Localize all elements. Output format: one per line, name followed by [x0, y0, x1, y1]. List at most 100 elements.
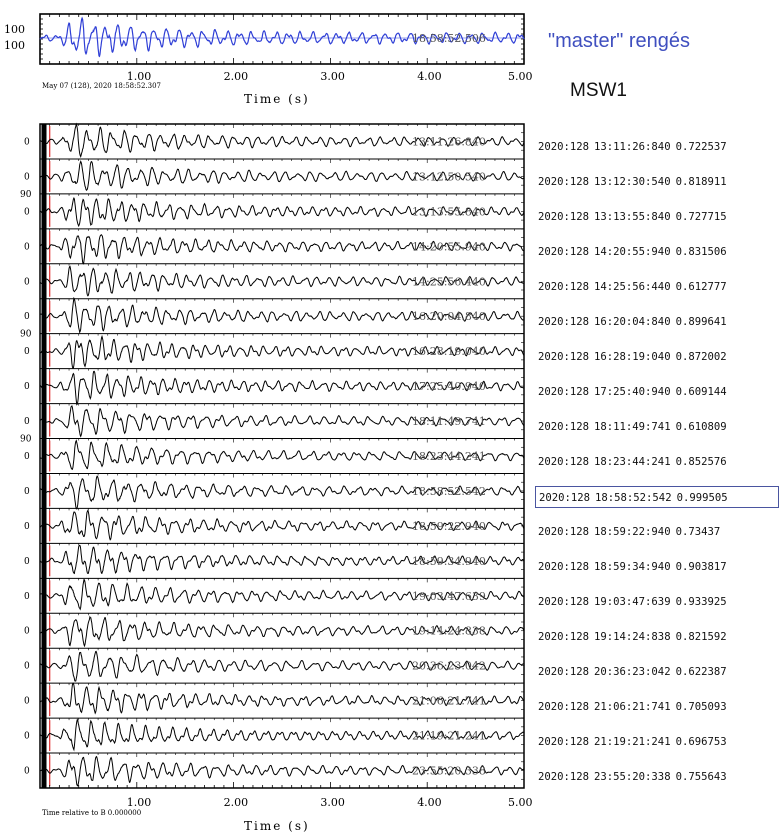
trace-waveform: [39, 578, 525, 611]
trace-waveform: [39, 160, 525, 191]
row-date: 2020:128: [538, 281, 590, 293]
trace-waveform: [39, 234, 525, 265]
trace-time-label: 14:25:56.440: [412, 275, 486, 288]
correlation-row[interactable]: 2020:128 17:25:40:940 0.609144: [535, 381, 779, 403]
row-time: 16:20:04:840: [594, 316, 671, 328]
correlation-row[interactable]: 2020:128 18:23:44:241 0.852576: [535, 451, 779, 473]
row-correlation: 0.821592: [675, 631, 727, 643]
row-date: 2020:128: [538, 246, 590, 258]
correlation-row[interactable]: 2020:128 21:19:21:241 0.696753: [535, 731, 779, 753]
correlation-row[interactable]: 2020:128 14:20:55:940 0.831506: [535, 241, 779, 263]
trace-y-label: 0: [24, 137, 30, 147]
trace-row: 18:23:44.241 0 90: [20, 435, 525, 474]
master-trace-time: 18:58:52.506: [412, 32, 486, 45]
correlation-row[interactable]: 2020:128 19:03:47:639 0.933925: [535, 591, 779, 613]
row-time: 19:03:47:639: [594, 596, 671, 608]
row-date: 2020:128: [538, 736, 590, 748]
trace-waveform: [39, 265, 525, 297]
trace-y-label: 0: [24, 522, 30, 532]
row-time: 14:25:56:440: [594, 281, 671, 293]
correlation-row[interactable]: 2020:128 19:14:24:838 0.821592: [535, 626, 779, 648]
trace-y-label: 0: [24, 347, 30, 357]
trace-time-label: 19:14:24.838: [412, 625, 486, 638]
trace-waveform: [39, 334, 525, 369]
trace-time-label: 21:06:21.741: [412, 695, 486, 708]
traces-x-tick-label: 2.00: [224, 796, 249, 809]
trace-time-label: 18:59:34.940: [412, 555, 486, 568]
trace-waveform: [39, 755, 525, 787]
correlation-row[interactable]: 2020:128 21:06:21:741 0.705093: [535, 696, 779, 718]
row-date: 2020:128: [538, 771, 590, 783]
row-correlation: 0.818911: [675, 176, 727, 188]
correlation-row[interactable]: 2020:128 13:11:26:840 0.722537: [535, 136, 779, 158]
row-correlation: 0.852576: [675, 456, 727, 468]
row-correlation: 0.831506: [675, 246, 727, 258]
trace-row: 21:19:21.241 0: [24, 717, 525, 754]
trace-waveform: [39, 650, 525, 682]
trace-waveform: [39, 615, 525, 648]
correlation-row[interactable]: 2020:128 18:59:34:940 0.903817: [535, 556, 779, 578]
row-time: 21:06:21:741: [594, 701, 671, 713]
trace-y-label: 0: [24, 697, 30, 707]
row-time: 17:25:40:940: [594, 386, 671, 398]
trace-waveform: [39, 682, 525, 715]
row-correlation: 0.903817: [675, 561, 727, 573]
master-trace-panel: 18:58:52.506 100 100 1.00 2.00 3.00 4.00 5.0…: [4, 13, 533, 106]
trace-waveform: [40, 718, 525, 752]
trace-time-label: 13:13:55.840: [412, 205, 486, 218]
row-date: 2020:128: [538, 456, 590, 468]
trace-waveform: [39, 404, 525, 438]
trace-time-label: 19:03:47.639: [412, 590, 486, 603]
trace-y-label: 0: [24, 417, 30, 427]
correlation-row[interactable]: 2020:128 18:58:52:542 0.999505: [535, 486, 779, 508]
trace-time-label: 14:20:55.940: [412, 240, 486, 253]
traces-x-tick-label: 3.00: [320, 796, 345, 809]
row-date: 2020:128: [538, 666, 590, 678]
row-time: 13:13:55:840: [594, 211, 671, 223]
trace-y-label: 0: [24, 207, 30, 217]
row-time: 13:11:26:840: [594, 141, 671, 153]
master-event-label: "master" rengés: [548, 30, 691, 52]
trace-y-label: 0: [24, 312, 30, 322]
row-date: 2020:128: [538, 561, 590, 573]
traces-x-tick-label: 5.00: [508, 796, 533, 809]
correlation-row[interactable]: 2020:128 16:20:04:840 0.899641: [535, 311, 779, 333]
traces-x-tick-label: 4.00: [417, 796, 442, 809]
trace-waveform: [39, 370, 525, 406]
row-correlation: 0.872002: [675, 351, 727, 363]
row-correlation: 0.705093: [675, 701, 727, 713]
correlation-row[interactable]: 2020:128 14:25:56:440 0.612777: [535, 276, 779, 298]
trace-row: 18:59:22.940 0: [24, 507, 525, 544]
trace-waveform: [39, 197, 525, 228]
trace-row: 21:06:21.741 0: [24, 682, 525, 719]
correlation-row[interactable]: 2020:128 18:11:49:741 0.610809: [535, 416, 779, 438]
row-date: 2020:128: [538, 386, 590, 398]
trace-time-label: 21:19:21.241: [412, 730, 486, 743]
trace-row: 13:12:50.540 0: [24, 158, 525, 195]
correlation-row[interactable]: 2020:128 20:36:23:042 0.622387: [535, 661, 779, 683]
trace-y-label: 0: [24, 767, 30, 777]
correlation-row[interactable]: 2020:128 18:59:22:940 0.73437: [535, 521, 779, 543]
trace-row: 19:03:47.639 0: [24, 577, 525, 614]
trace-row: 14:25:56.440 0: [24, 263, 525, 300]
row-time: 19:14:24:838: [594, 631, 671, 643]
trace-y-label: 0: [24, 592, 30, 602]
trace-y-label: 0: [24, 277, 30, 287]
correlation-row[interactable]: 2020:128 16:28:19:040 0.872002: [535, 346, 779, 368]
master-x-tick-label: 4.00: [417, 70, 442, 83]
traces-x-axis-title: Time (s): [244, 819, 310, 833]
correlation-row[interactable]: 2020:128 13:12:30:540 0.818911: [535, 171, 779, 193]
event-traces-panel: 13:11:26.840 0 13:12:50.540 0 13:13:55.840 0 9…: [20, 122, 533, 833]
row-date: 2020:128: [538, 351, 590, 363]
correlation-row[interactable]: 2020:128 23:55:20:338 0.755643: [535, 766, 779, 788]
row-time: 18:59:22:940: [594, 526, 671, 538]
row-correlation: 0.612777: [675, 281, 727, 293]
trace-row: 18:58:52.542 0: [24, 472, 525, 510]
trace-y-label: 0: [24, 662, 30, 672]
correlation-row[interactable]: 2020:128 13:13:55:840 0.727715: [535, 206, 779, 228]
row-date: 2020:128: [538, 596, 590, 608]
row-correlation: 0.899641: [675, 316, 727, 328]
row-date: 2020:128: [538, 631, 590, 643]
row-time: 23:55:20:338: [594, 771, 671, 783]
trace-time-label: 16:28:19.040: [412, 345, 486, 358]
